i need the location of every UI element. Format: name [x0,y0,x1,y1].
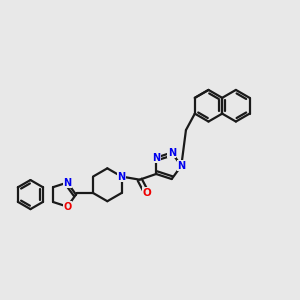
Text: N: N [152,153,160,163]
Text: N: N [118,172,126,182]
Text: O: O [63,202,71,212]
Text: N: N [63,178,71,188]
Text: N: N [168,148,176,158]
Text: N: N [177,161,185,171]
Text: O: O [142,188,151,198]
